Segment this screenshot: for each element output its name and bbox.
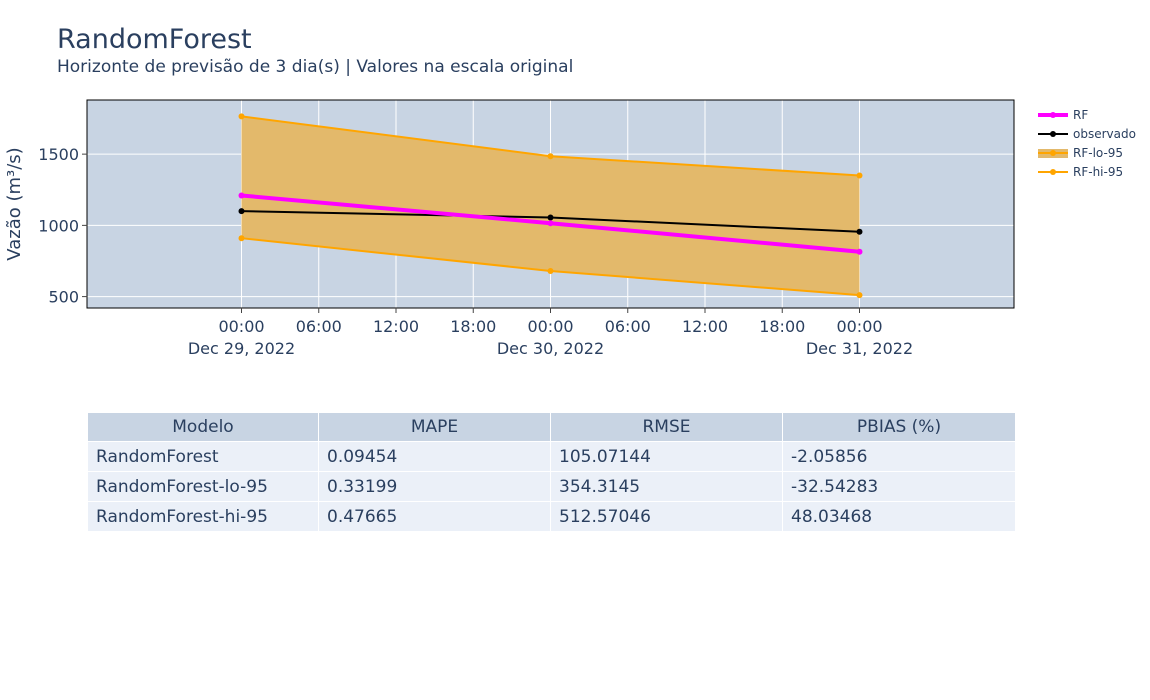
table-cell: -2.05856 <box>782 441 1016 472</box>
y-tick-label: 500 <box>48 288 79 307</box>
table-cell: 0.33199 <box>318 471 551 502</box>
table-row: RandomForest-lo-95 0.33199 354.3145 -32.… <box>87 471 1016 502</box>
chart-subtitle: Horizonte de previsão de 3 dia(s) | Valo… <box>57 57 574 77</box>
table-row: RandomForest-hi-95 0.47665 512.57046 48.… <box>87 501 1016 532</box>
data-point-rf-lo-95 <box>856 292 863 299</box>
data-point-rf <box>856 248 863 255</box>
table-cell: 48.03468 <box>782 501 1016 532</box>
table-cell: RandomForest-hi-95 <box>87 501 319 532</box>
legend-marker-observado <box>1050 131 1056 137</box>
table-cell: -32.54283 <box>782 471 1016 502</box>
x-tick-label: 06:00 <box>605 317 651 336</box>
x-tick-label: 12:00 <box>682 317 728 336</box>
legend-marker-rf-lo-95 <box>1050 150 1056 156</box>
table-row: RandomForest 0.09454 105.07144 -2.05856 <box>87 441 1016 472</box>
y-tick-label: 1000 <box>38 216 79 235</box>
table-cell: 105.07144 <box>550 441 783 472</box>
table-cell: 0.47665 <box>318 501 551 532</box>
table-header-cell: MAPE <box>318 412 551 442</box>
legend[interactable]: RF observado RF-lo-95 RF-hi-95 <box>1038 108 1136 179</box>
band-fill <box>241 116 860 296</box>
legend-label-rf: RF <box>1073 108 1088 122</box>
legend-label-rf-hi-95: RF-hi-95 <box>1073 165 1123 179</box>
table-header-row: Modelo MAPE RMSE PBIAS (%) <box>87 412 1016 442</box>
x-tick-label: 18:00 <box>759 317 805 336</box>
data-point-rf-hi-95 <box>238 113 245 120</box>
y-axis-label: Vazão (m³/s) <box>4 147 25 260</box>
x-tick-label: 00:00 <box>527 317 573 336</box>
table-header-cell: RMSE <box>550 412 783 442</box>
table-cell: 354.3145 <box>550 471 783 502</box>
data-point-rf-lo-95 <box>238 235 245 242</box>
x-tick-label: 00:00 <box>218 317 264 336</box>
legend-marker-rf-hi-95 <box>1050 169 1056 175</box>
table-cell: RandomForest <box>87 441 319 472</box>
table-header-cell: Modelo <box>87 412 319 442</box>
x-date-label: Dec 30, 2022 <box>497 339 604 358</box>
x-date-label: Dec 29, 2022 <box>188 339 295 358</box>
legend-label-observado: observado <box>1073 127 1136 141</box>
chart-title: RandomForest <box>57 24 252 55</box>
data-point-observado <box>238 208 245 215</box>
x-tick-label: 18:00 <box>450 317 496 336</box>
y-tick-label: 1500 <box>38 145 79 164</box>
x-tick-label: 00:00 <box>836 317 882 336</box>
data-point-rf <box>238 192 245 199</box>
legend-label-rf-lo-95: RF-lo-95 <box>1073 146 1123 160</box>
table-cell: 0.09454 <box>318 441 551 472</box>
table-cell: RandomForest-lo-95 <box>87 471 319 502</box>
data-point-rf-lo-95 <box>547 267 554 274</box>
x-date-label: Dec 31, 2022 <box>806 339 913 358</box>
legend-marker-rf <box>1050 112 1056 118</box>
x-tick-label: 12:00 <box>373 317 419 336</box>
data-point-rf <box>547 220 554 227</box>
table-cell: 512.57046 <box>550 501 783 532</box>
table-header-cell: PBIAS (%) <box>782 412 1016 442</box>
series-lines <box>238 113 863 299</box>
data-point-rf-hi-95 <box>547 153 554 160</box>
confidence-band <box>241 116 860 296</box>
data-point-observado <box>856 228 863 235</box>
metrics-table: Modelo MAPE RMSE PBIAS (%) RandomForest … <box>87 412 1016 532</box>
data-point-observado <box>547 214 554 221</box>
data-point-rf-hi-95 <box>856 172 863 179</box>
x-tick-label: 06:00 <box>296 317 342 336</box>
